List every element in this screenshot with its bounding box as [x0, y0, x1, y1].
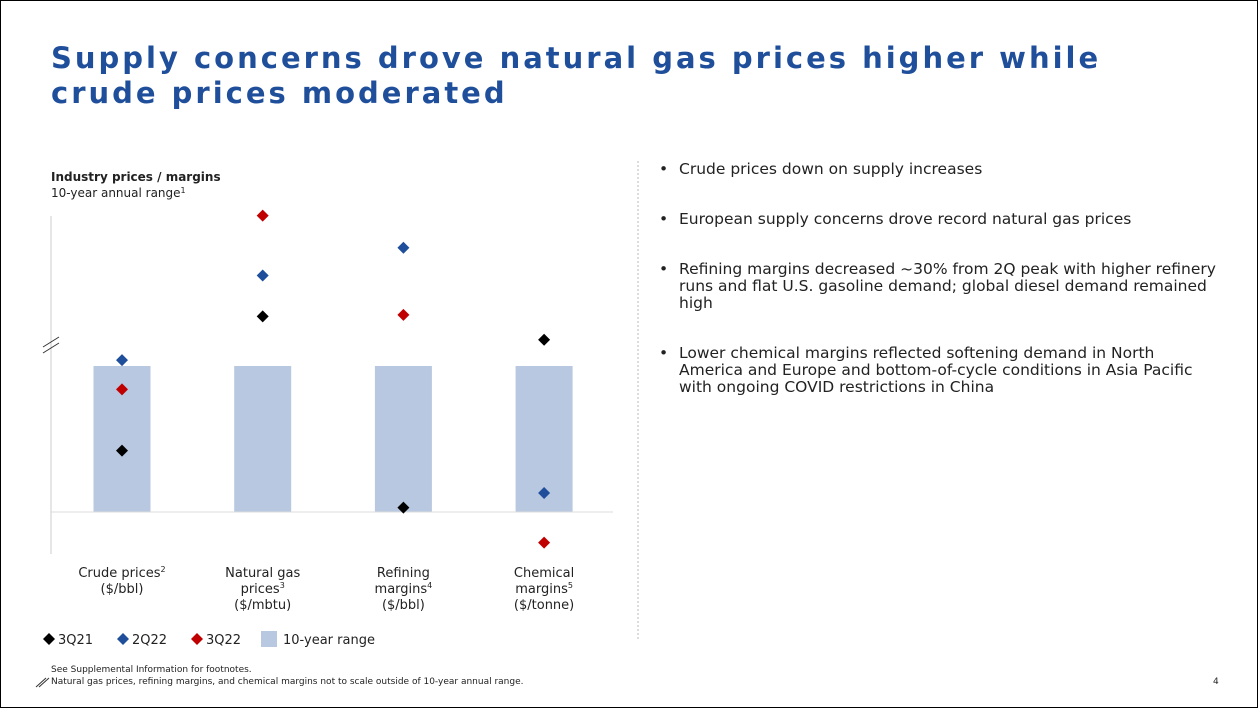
label-text: Natural gas [225, 566, 300, 581]
axis-break [42, 342, 60, 354]
marker [116, 444, 128, 457]
marker [397, 501, 410, 514]
legend-label: 2Q22 [132, 633, 167, 648]
x-tick-label: Crude prices2 [78, 565, 165, 581]
x-tick-label: ($/bbl) [101, 582, 144, 597]
label-note: 5 [568, 581, 573, 590]
bullet: Lower chemical margins reflected softeni… [659, 345, 1219, 396]
slide-title: Supply concerns drove natural gas prices… [51, 41, 1102, 110]
marker [116, 383, 128, 396]
range-bar [374, 366, 432, 512]
label-text: ($/bbl) [101, 582, 144, 597]
axis-break [42, 336, 60, 348]
legend-marker [191, 633, 203, 645]
bullet-list: Crude prices down on supply increases Eur… [659, 161, 1219, 429]
label-note: 4 [427, 581, 432, 590]
footnote: See Supplemental Information for footnot… [51, 665, 252, 675]
label-text: margins [375, 582, 428, 597]
marker [116, 354, 128, 367]
break-icon [38, 677, 50, 688]
label-text: Refining [377, 566, 430, 581]
label-text: ($/mbtu) [234, 598, 291, 613]
marker [256, 269, 269, 282]
legend-label: 3Q22 [206, 633, 241, 648]
marker [538, 536, 551, 549]
chart-title: Industry prices / margins [51, 170, 221, 184]
x-tick-label: ($/bbl) [382, 598, 425, 613]
label-text: Chemical [514, 566, 574, 581]
bullet: Crude prices down on supply increases [659, 161, 1219, 179]
x-tick-label: prices3 [241, 581, 285, 597]
label-text: ($/tonne) [514, 598, 574, 613]
label-note: 2 [161, 565, 166, 574]
footnote: Natural gas prices, refining margins, an… [51, 677, 524, 687]
x-tick-label: margins4 [375, 581, 433, 597]
marker [397, 241, 410, 254]
break-icon [35, 677, 47, 688]
page-number: 4 [1213, 677, 1219, 687]
label-note: 3 [280, 581, 285, 590]
label-text: prices [241, 582, 280, 597]
legend-marker [43, 633, 55, 645]
range-bar [234, 366, 292, 512]
bullet: Refining margins decreased ~30% from 2Q … [659, 261, 1219, 312]
x-tick-label: Natural gas [225, 566, 300, 581]
x-tick-label: Refining [377, 566, 430, 581]
marker [397, 308, 410, 321]
label-text: ($/bbl) [382, 598, 425, 613]
label-text: margins [515, 582, 568, 597]
legend-label: 10-year range [283, 633, 375, 648]
subtitle-note: 1 [181, 186, 186, 195]
marker [538, 333, 551, 346]
x-tick-label: ($/mbtu) [234, 598, 291, 613]
marker [538, 487, 551, 500]
bullet: European supply concerns drove record na… [659, 211, 1219, 229]
x-tick-label: Chemical [514, 566, 574, 581]
subtitle-text: 10-year annual range [51, 186, 181, 200]
legend-label: 3Q21 [58, 633, 93, 648]
x-tick-label: margins5 [515, 581, 573, 597]
chart-subtitle: 10-year annual range1 [51, 186, 186, 200]
legend-swatch [261, 631, 277, 647]
label-text: Crude prices [78, 566, 160, 581]
marker [256, 209, 269, 222]
marker [256, 310, 269, 323]
x-tick-label: ($/tonne) [514, 598, 574, 613]
legend-marker [117, 633, 129, 645]
